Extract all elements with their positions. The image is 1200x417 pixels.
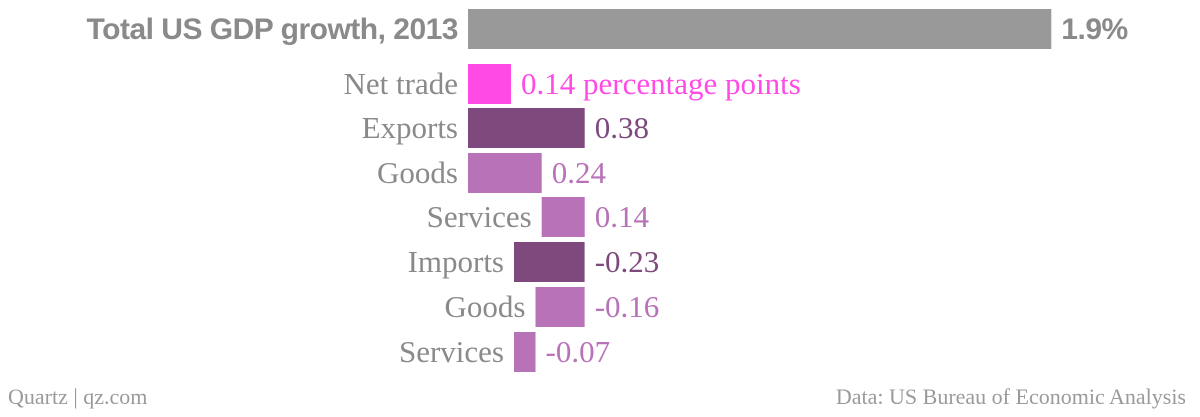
bar-sub-7 [514,332,536,372]
value-label-1: 0.14 percentage points [521,66,801,101]
bar-group-5 [514,242,585,282]
bar-sub-3 [468,153,542,193]
total-row-label: Total US GDP growth, 2013 [87,13,458,46]
bar-sub-6 [535,287,585,327]
row-label-3: Goods [377,155,458,190]
row-label-6: Goods [445,289,526,324]
contribution-bar-chart: Total US GDP growth, 2013 1.9% Net trade 0.… [87,9,1128,372]
bar-net-1 [468,64,511,104]
footer-data-source: Data: US Bureau of Economic Analysis [835,384,1186,409]
row-label-7: Services [399,334,504,369]
value-label-5: -0.23 [595,244,660,279]
value-label-2: 0.38 [595,110,649,145]
value-label-4: 0.14 [595,199,650,234]
row-label-1: Net trade [344,66,458,101]
row-label-4: Services [427,199,532,234]
bar-group-2 [468,108,585,148]
row-label-2: Exports [362,110,458,145]
value-label-3: 0.24 [552,155,607,190]
footer-source-brand: Quartz | qz.com [8,384,148,409]
bar-total-0 [468,9,1052,49]
bar-sub-4 [541,197,585,237]
total-value-label: 1.9% [1061,13,1127,46]
value-label-6: -0.16 [595,289,660,324]
value-label-7: -0.07 [546,334,611,369]
row-label-5: Imports [408,244,504,279]
